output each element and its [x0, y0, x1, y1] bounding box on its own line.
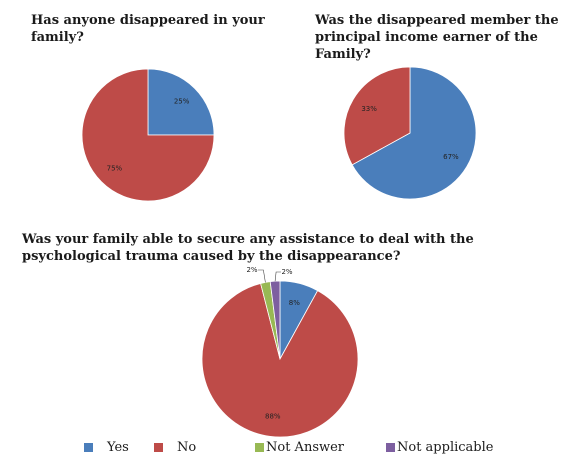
- pie-3-leader-not-answer: [258, 269, 266, 283]
- legend-swatch-no: [154, 443, 163, 452]
- pie-2-slice-no: [343, 66, 411, 166]
- pie-3-leader-not-applicable: [274, 271, 281, 282]
- legend-label-no: No: [177, 440, 197, 455]
- legend-item-not-answer: Not Answer: [255, 440, 344, 455]
- pie-1-slice-no: [81, 68, 215, 202]
- legend-label-not-applicable: Not applicable: [397, 440, 494, 455]
- pie-1: 25% 75%: [81, 68, 215, 202]
- chart-1-title: Has anyone disappeared in your family?: [31, 13, 265, 45]
- legend-label-not-answer: Not Answer: [266, 440, 345, 455]
- pie-3: 8% 88% 2% 2%: [201, 266, 359, 438]
- pie-2-label-no: 33%: [361, 105, 377, 113]
- legend-item-not-applicable: Not applicable: [386, 440, 493, 455]
- legend-swatch-not-applicable: [386, 443, 395, 452]
- pie-3-label-not-applicable: 2%: [281, 268, 292, 276]
- pie-3-label-no: 88%: [265, 412, 281, 420]
- chart-3-title: Was your family able to secure any assis…: [22, 232, 474, 264]
- legend-swatch-yes: [84, 443, 93, 452]
- pie-3-label-not-answer: 2%: [246, 266, 257, 274]
- chart-legend: Yes No Not Answer Not applicable: [0, 440, 582, 460]
- pie-2-slice-yes: [351, 66, 477, 200]
- pie-1-label-no: 75%: [107, 165, 123, 173]
- pie-1-slice-yes: [147, 68, 215, 136]
- legend-label-yes: Yes: [107, 440, 129, 455]
- pie-2: 67% 33%: [343, 66, 477, 200]
- pie-3-slice-no: [201, 282, 359, 438]
- pie-2-label-yes: 67%: [443, 153, 459, 161]
- chart-2-title: Was the disappeared member the principal…: [315, 13, 559, 62]
- pie-3-label-yes: 8%: [289, 299, 300, 307]
- pie-1-label-yes: 25%: [174, 97, 190, 105]
- legend-item-yes: Yes: [84, 440, 129, 455]
- legend-item-no: No: [154, 440, 196, 455]
- legend-swatch-not-answer: [255, 443, 264, 452]
